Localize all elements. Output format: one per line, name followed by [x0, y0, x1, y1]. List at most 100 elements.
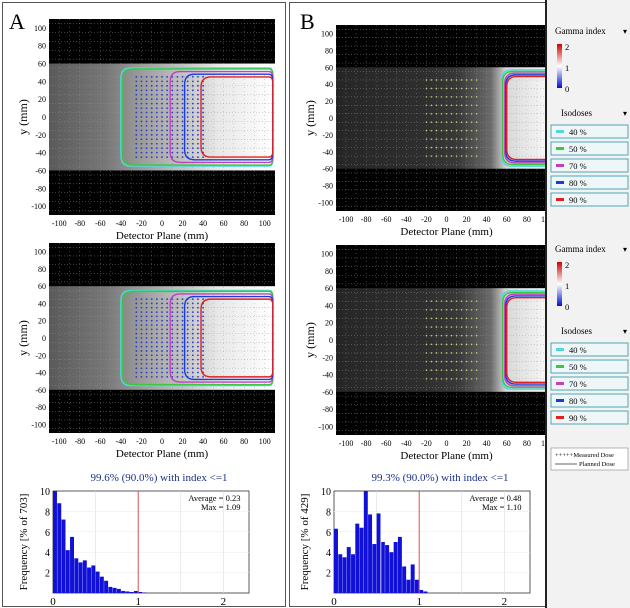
gamma-point [191, 93, 194, 96]
gamma-point [186, 341, 189, 344]
y-tick-label: -40 [322, 148, 333, 157]
gamma-point [166, 151, 169, 154]
gamma-point [145, 358, 148, 361]
y-tick-label: -20 [35, 131, 46, 140]
gamma-point [440, 369, 443, 372]
gamma-point [435, 308, 438, 311]
y-tick-label: 10 [40, 487, 50, 498]
gamma-point [181, 111, 184, 114]
gamma-point [176, 80, 179, 83]
gamma-point [140, 84, 143, 87]
isodose-label: 90 % [569, 413, 587, 423]
gamma-point [171, 341, 174, 344]
gamma-point [176, 120, 179, 123]
gamma-point [191, 298, 194, 301]
gamma-point [145, 89, 148, 92]
isodose-toggle[interactable] [550, 124, 629, 139]
gamma-point [171, 107, 174, 109]
gamma-point [197, 324, 199, 326]
gamma-point [140, 89, 143, 92]
gamma-point [166, 111, 169, 114]
gamma-point [176, 98, 179, 101]
isodose-toggle[interactable] [550, 410, 629, 425]
histogram-bar [363, 491, 368, 593]
gamma-point [460, 352, 463, 354]
gamma-point [430, 104, 433, 107]
x-tick-label: 40 [483, 215, 491, 224]
gamma-point [140, 315, 143, 318]
gamma-point [186, 151, 189, 154]
histogram-bar [91, 565, 96, 593]
isodose-toggle[interactable] [550, 158, 629, 173]
isodose-70-contour [169, 70, 274, 164]
gamma-point [140, 375, 143, 378]
histogram-bar [70, 536, 75, 593]
gamma-point [166, 80, 169, 83]
x-tick-label: -40 [116, 219, 127, 228]
gamma-point [460, 112, 463, 115]
gamma-point [150, 125, 153, 127]
isodose-toggle[interactable] [550, 175, 629, 190]
gamma-point [161, 319, 163, 322]
gamma-point [166, 84, 169, 87]
gamma-point [176, 147, 179, 150]
gamma-point [435, 138, 438, 140]
gamma-point [166, 375, 169, 378]
histogram-bar [95, 571, 100, 593]
gamma-point [440, 308, 443, 311]
gamma-scale-label: 1 [565, 281, 569, 291]
gamma-point [176, 375, 179, 378]
y-tick-label: 20 [38, 95, 46, 104]
gamma-point [171, 367, 174, 370]
gamma-point [161, 332, 163, 335]
isodose-toggle[interactable] [550, 192, 629, 207]
isodose-toggle[interactable] [550, 342, 629, 357]
x-tick-label: 100 [259, 219, 271, 228]
x-tick-label: 1 [416, 596, 422, 606]
gamma-point [135, 328, 138, 331]
gamma-point [186, 107, 189, 109]
gamma-point [425, 104, 428, 107]
y-tick-label: 4 [326, 548, 331, 559]
y-tick-label: -60 [322, 165, 333, 174]
gamma-point [445, 326, 448, 328]
panel-b: B -100-80-60-40-200204060801001008060402… [289, 2, 557, 608]
gamma-point [455, 79, 458, 81]
gamma-point [166, 302, 169, 305]
x-axis-label: Detector Plane (mm) [400, 450, 493, 462]
gamma-point [155, 354, 158, 357]
gamma-point [181, 324, 184, 326]
gamma-point [475, 138, 478, 140]
gamma-point [197, 302, 199, 305]
gamma-point [450, 326, 453, 328]
gamma-point [465, 317, 468, 320]
x-tick-label: -60 [95, 437, 106, 446]
gamma-point [171, 102, 174, 105]
gamma-point [191, 337, 194, 339]
gamma-point [166, 367, 169, 370]
x-tick-label: -60 [381, 215, 392, 224]
gamma-point [161, 138, 163, 141]
gamma-point [455, 334, 458, 337]
gamma-point [435, 317, 438, 320]
gamma-point [186, 332, 189, 335]
y-tick-label: -20 [322, 131, 333, 140]
isodose-toggle[interactable] [550, 393, 629, 408]
isodose-toggle[interactable] [550, 376, 629, 391]
gamma-point [197, 332, 199, 335]
gamma-point [166, 350, 169, 352]
gamma-point [425, 369, 428, 372]
gamma-point [450, 317, 453, 320]
gamma-point [166, 156, 169, 158]
gamma-point [145, 93, 148, 96]
y-tick-label: -80 [35, 184, 46, 193]
gamma-point [155, 98, 158, 101]
isodose-toggle[interactable] [550, 141, 629, 156]
isodose-toggle[interactable] [550, 359, 629, 374]
gamma-point [140, 125, 143, 127]
gamma-point [186, 89, 189, 92]
gamma-point [435, 369, 438, 372]
gamma-point [450, 121, 453, 124]
gamma-point [197, 341, 199, 344]
y-tick-label: 80 [38, 265, 46, 274]
